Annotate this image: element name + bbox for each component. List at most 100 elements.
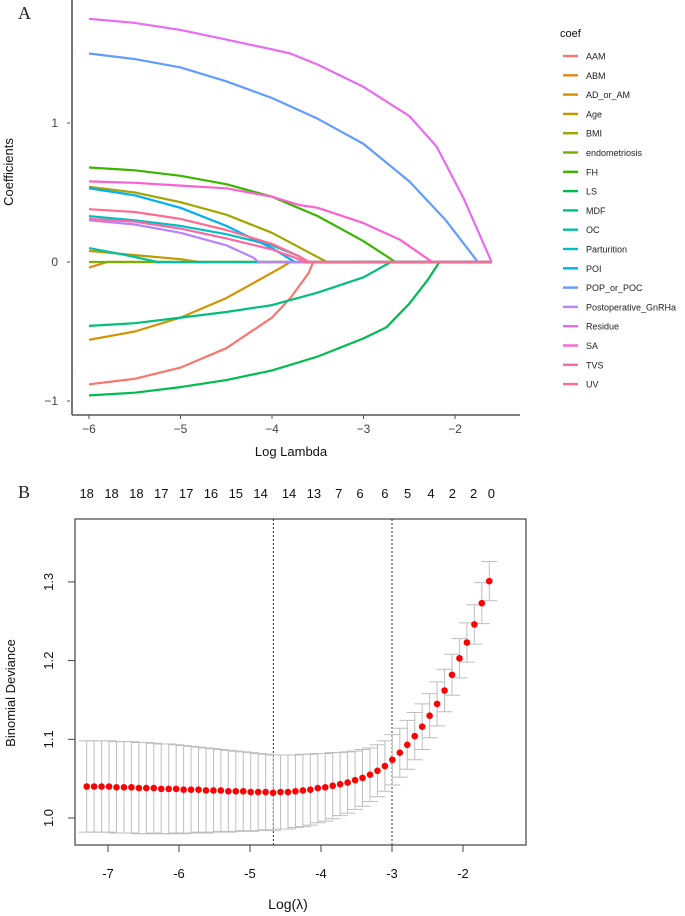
legend-label: Residue (586, 322, 619, 332)
y-tick-label: 1.3 (41, 573, 56, 591)
top-axis-label: 17 (154, 486, 168, 501)
deviance-point (374, 767, 381, 775)
deviance-point (299, 787, 307, 794)
coef-line-postoperative-gnrha (88, 219, 492, 264)
panel-b-y-ticks: 1.0 1.1 1.2 1.3 (41, 573, 75, 827)
legend-label: FH (586, 167, 598, 177)
deviance-point (471, 621, 478, 628)
deviance-point (329, 782, 337, 790)
deviance-point (98, 783, 105, 790)
deviance-point (239, 787, 247, 795)
panel-a-legend: coef AAM ABM AD_or_AM Age BMI endometriosis FH… (560, 28, 676, 390)
legend-label: OC (586, 225, 600, 235)
legend-label: endometriosis (586, 148, 643, 158)
legend-label: Parturition (586, 245, 627, 255)
x-tick-label: -3 (386, 866, 398, 881)
deviance-point (217, 787, 225, 794)
top-axis-label: 6 (381, 486, 388, 501)
coef-line-tvs (88, 217, 492, 264)
deviance-point (172, 785, 180, 793)
legend-label: ABM (586, 71, 606, 81)
panel-b-x-label: Log(λ) (268, 896, 308, 912)
deviance-point (463, 639, 471, 646)
x-tick-label: −3 (357, 422, 371, 436)
deviance-point (448, 671, 456, 679)
legend-label: TVS (586, 360, 604, 370)
panel-a-x-label: Log Lambda (255, 444, 328, 459)
panel-a: A −6 −5 −4 −3 −2 −1 0 1 Log Lambda Coefficient… (1, 0, 676, 459)
deviance-point (433, 700, 441, 708)
deviance-point (284, 788, 292, 796)
top-axis-label: 18 (104, 486, 118, 501)
deviance-point (269, 789, 277, 797)
coef-line-uv (88, 208, 492, 264)
x-tick-label: −6 (82, 422, 96, 436)
deviance-point (478, 599, 486, 607)
deviance-point (120, 784, 128, 791)
deviance-point (292, 787, 299, 795)
panel-b-points (83, 577, 493, 797)
panel-b-plot-box (74, 518, 527, 846)
panel-b: B 18 18 18 17 17 16 15 14 14 13 7 6 6 5 4 2 2 0 -7 -6 -5 -4-… (3, 482, 527, 912)
y-tick-label: −1 (44, 394, 58, 408)
coef-line-mdf (88, 260, 492, 327)
top-axis-label: 0 (488, 486, 495, 501)
deviance-point (307, 786, 314, 793)
legend-label: UV (586, 380, 599, 390)
y-tick-label: 1 (51, 116, 58, 130)
deviance-point (411, 732, 419, 740)
deviance-point (113, 784, 120, 791)
top-axis-label: 18 (129, 486, 143, 501)
top-axis-label: 7 (335, 486, 342, 501)
deviance-point (262, 788, 269, 796)
deviance-point (165, 785, 173, 793)
deviance-point (105, 783, 113, 790)
y-tick-label: 1.2 (41, 652, 56, 670)
deviance-point (232, 787, 240, 795)
legend-label: Age (586, 109, 602, 119)
x-tick-label: -2 (457, 866, 469, 881)
legend-label: POP_or_POC (586, 283, 643, 293)
panel-b-x-ticks: -7 -6 -5 -4 -3 -2 (102, 845, 469, 881)
y-tick-label: 1.0 (41, 809, 56, 827)
legend-title: coef (560, 28, 582, 40)
deviance-point (225, 787, 232, 795)
panel-a-lines (88, 17, 493, 397)
deviance-point (314, 784, 322, 792)
x-tick-label: -5 (244, 866, 256, 881)
top-axis-label: 13 (307, 486, 321, 501)
top-axis-label: 4 (427, 486, 434, 501)
coef-line-poi (88, 187, 492, 264)
deviance-point (202, 787, 210, 794)
top-axis-label: 5 (404, 486, 411, 501)
deviance-point (441, 687, 448, 694)
top-axis-label: 14 (282, 486, 296, 501)
top-axis-label: 15 (229, 486, 243, 501)
top-axis-label: 2 (470, 486, 477, 501)
deviance-point (157, 785, 165, 793)
deviance-point (351, 776, 359, 784)
x-tick-label: −4 (265, 422, 279, 436)
y-tick-label: 0 (51, 255, 58, 269)
top-axis-label: 14 (253, 486, 267, 501)
deviance-point (456, 654, 463, 662)
x-tick-label: -4 (315, 866, 327, 881)
legend-label: Postoperative_GnRHa (586, 302, 676, 312)
top-axis-label: 16 (204, 486, 218, 501)
coef-line-pop-or-poc (88, 52, 492, 264)
top-axis-label: 2 (449, 486, 456, 501)
deviance-point (366, 771, 374, 779)
x-tick-label: -6 (173, 866, 185, 881)
deviance-point (389, 756, 396, 764)
panel-a-label: A (18, 3, 31, 23)
panel-a-y-ticks: −1 0 1 (44, 116, 70, 408)
deviance-point (426, 712, 433, 719)
deviance-point (128, 784, 135, 791)
top-axis-label: 17 (179, 486, 193, 501)
deviance-point (187, 786, 195, 793)
top-axis-label: 6 (356, 486, 363, 501)
deviance-point (277, 788, 284, 796)
y-tick-label: 1.1 (41, 730, 56, 748)
top-axis-label: 18 (79, 486, 93, 501)
